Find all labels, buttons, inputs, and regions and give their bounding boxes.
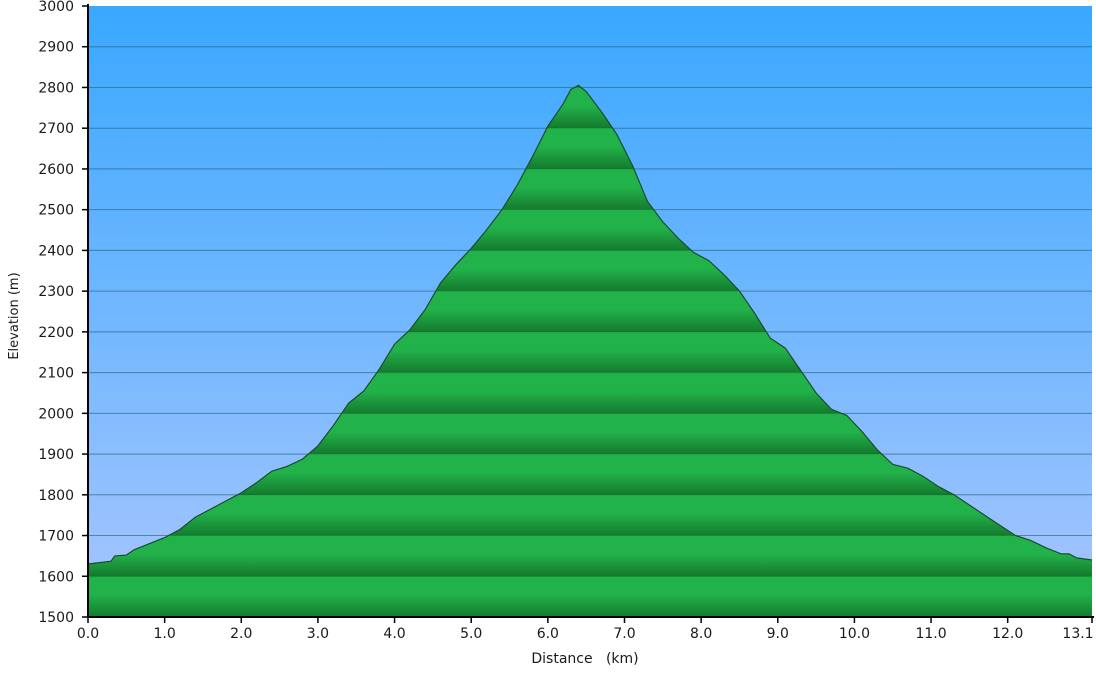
y-tick-label: 2800 [38, 80, 74, 96]
y-tick-label: 1700 [38, 529, 74, 545]
y-tick-labels: 1500 1600 1700 1800 1900 2000 2100 2200 2300 2400… [38, 0, 88, 626]
elevation-outline [87, 84, 1093, 565]
y-tick-label: 2500 [38, 203, 74, 219]
y-tick-label: 2400 [38, 243, 74, 259]
x-tick-label: 0.0 [77, 626, 99, 642]
x-tick-label: 6.0 [537, 626, 559, 642]
y-tick-label: 1900 [38, 447, 74, 463]
y-tick-label: 1500 [38, 610, 74, 626]
y-tick-label: 3000 [38, 0, 74, 15]
x-tick-label: 4.0 [383, 626, 405, 642]
x-axis-label: Distance (km) [531, 651, 638, 667]
x-tick-label: 10.0 [839, 626, 870, 642]
y-tick-label: 2300 [38, 284, 74, 300]
x-tick-label: 11.0 [915, 626, 946, 642]
x-tick-label: 12.0 [992, 626, 1023, 642]
y-tick-label: 2900 [38, 40, 74, 56]
x-tick-labels: 0.0 1.0 2.0 3.0 4.0 5.0 6.0 7.0 8.0 9.0 10.0 11.0 12… [77, 617, 1094, 642]
elevation-area [88, 85, 1092, 617]
y-tick-label: 1800 [38, 488, 74, 504]
y-tick-label: 2600 [38, 162, 74, 178]
x-tick-label: 3.0 [307, 626, 329, 642]
grid-lines-overlay [88, 46, 1092, 577]
y-tick-label: 2200 [38, 325, 74, 341]
x-tick-label: 13.1 [1062, 626, 1093, 642]
x-tick-label: 7.0 [613, 626, 635, 642]
y-tick-label: 1600 [38, 569, 74, 585]
x-tick-label: 2.0 [230, 626, 252, 642]
x-tick-label: 8.0 [690, 626, 712, 642]
x-tick-label: 1.0 [154, 626, 176, 642]
y-tick-label: 2100 [38, 366, 74, 382]
y-tick-label: 2000 [38, 406, 74, 422]
x-tick-label: 9.0 [767, 626, 789, 642]
y-tick-label: 2700 [38, 121, 74, 137]
x-tick-label: 5.0 [460, 626, 482, 642]
axes [87, 4, 1094, 618]
y-axis-label: Elevation (m) [7, 272, 22, 359]
